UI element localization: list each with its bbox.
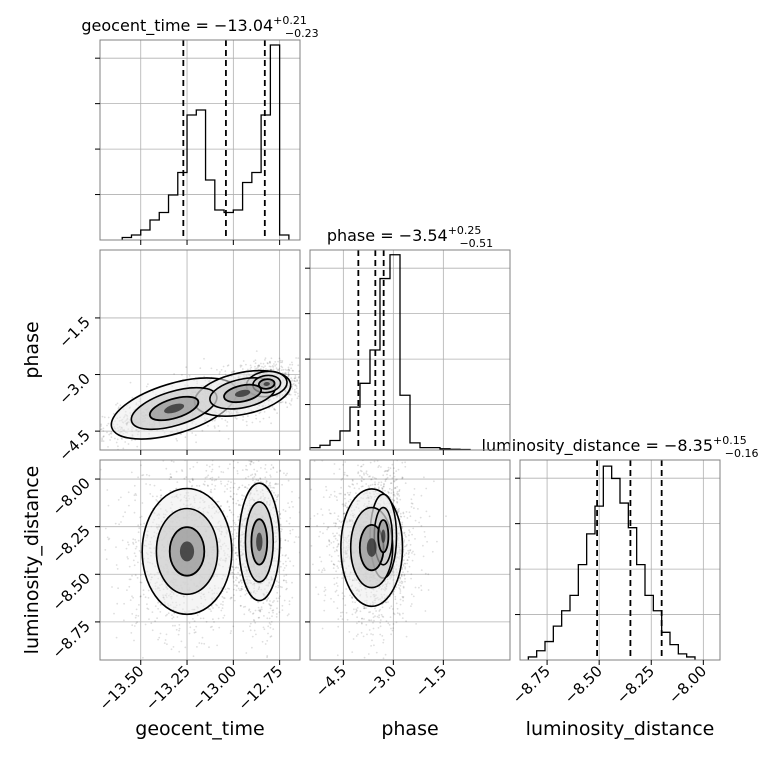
panel-frames [99, 39, 721, 661]
x-axis-label-luminosity-distance: luminosity_distance [526, 718, 715, 740]
density-contour-level-3 [381, 529, 386, 543]
x-tick-label-luminosity_distance: −8.25 [613, 662, 658, 707]
panel-luminosity-distance-vs-geocent-time [100, 460, 300, 660]
density-contour-level-3 [366, 538, 377, 557]
title-geocent-time: geocent_time = −13.04+0.21 −0.23 [81, 14, 318, 40]
title-phase: phase = −3.54+0.25 −0.51 [327, 224, 493, 250]
x-tick-label-phase: −3.0 [362, 662, 400, 700]
panel-geocent-time-hist [100, 40, 300, 240]
x-tick-label-geocent_time: −13.25 [142, 662, 194, 714]
y-tick-label-phase: −1.5 [55, 313, 93, 351]
panel-frame [309, 249, 511, 451]
x-tick-label-luminosity_distance: −8.75 [509, 662, 554, 707]
histogram-luminosity_distance [527, 465, 696, 660]
x-tick-label-geocent_time: −12.75 [234, 662, 286, 714]
panel-frame [519, 459, 721, 661]
panel-frame [99, 459, 301, 661]
histogram-geocent_time [121, 44, 290, 240]
density-contour-level-3 [263, 381, 270, 387]
y-tick-label-luminosity_distance: −8.00 [49, 474, 94, 519]
y-axis-label-phase: phase [21, 321, 43, 378]
panel-luminosity-distance-hist [520, 460, 720, 660]
y-tick-label-luminosity_distance: −8.50 [49, 569, 94, 614]
density-contour-level-3 [234, 389, 251, 398]
panel-frame [309, 459, 511, 661]
x-tick-label-phase: −4.5 [312, 662, 350, 700]
x-tick-label-phase: −1.5 [412, 662, 450, 700]
title-luminosity-distance: luminosity_distance = −8.35+0.15 −0.16 [482, 434, 759, 460]
panel-phase-hist [309, 250, 510, 451]
density-contour-level-3 [256, 532, 263, 552]
y-axis-label-luminosity-distance: luminosity_distance [21, 466, 43, 655]
y-tick-label-luminosity_distance: −8.25 [49, 522, 94, 567]
histogram-phase [309, 254, 471, 451]
x-tick-label-geocent_time: −13.50 [96, 662, 148, 714]
y-tick-label-phase: −3.0 [55, 370, 93, 408]
density-contour-level-3 [164, 403, 185, 414]
density-contour-level-3 [179, 541, 195, 562]
y-tick-label-phase: −4.5 [55, 426, 93, 464]
panel-frame [99, 39, 301, 241]
panel-phase-vs-geocent-time [100, 250, 300, 450]
x-tick-label-luminosity_distance: −8.50 [561, 662, 606, 707]
x-axis-label-geocent-time: geocent_time [135, 718, 264, 740]
x-tick-label-luminosity_distance: −8.00 [665, 662, 710, 707]
panel-frame [99, 249, 301, 451]
x-axis-label-phase: phase [381, 718, 438, 740]
panel-luminosity-distance-vs-phase [310, 460, 510, 660]
y-tick-label-luminosity_distance: −8.75 [49, 617, 94, 662]
x-tick-label-geocent_time: −13.00 [188, 662, 240, 714]
